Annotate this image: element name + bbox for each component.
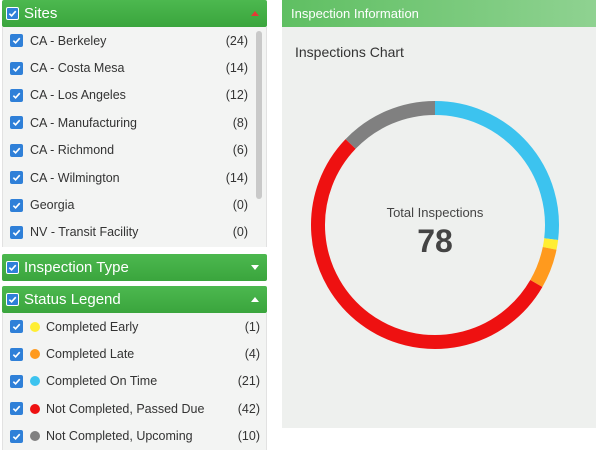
inspection-type-panel-header[interactable]: Inspection Type bbox=[2, 254, 267, 281]
site-count: (0) bbox=[232, 198, 248, 213]
donut-slice-not-completed-passed-due[interactable] bbox=[311, 139, 543, 349]
status-color-dot bbox=[30, 321, 40, 332]
filter-sidebar: Sites CA - Berkeley (24) CA - Costa Mesa (1… bbox=[0, 0, 270, 450]
sites-scrollbar[interactable] bbox=[256, 31, 262, 199]
status-legend-title: Status Legend bbox=[24, 291, 121, 308]
site-row[interactable]: CA - Richmond (6) bbox=[3, 137, 266, 164]
status-row[interactable]: Not Completed, Passed Due (42) bbox=[3, 395, 266, 422]
site-count: (14) bbox=[225, 170, 248, 185]
collapse-caret-icon[interactable] bbox=[251, 297, 259, 302]
status-count: (4) bbox=[244, 347, 260, 362]
site-checkbox[interactable] bbox=[10, 34, 23, 48]
inspection-type-title: Inspection Type bbox=[24, 259, 129, 276]
total-inspections-value: 78 bbox=[417, 223, 453, 259]
inspections-donut-chart bbox=[311, 101, 559, 349]
status-label: Completed Late bbox=[46, 347, 135, 362]
sites-title: Sites bbox=[24, 5, 58, 22]
inspection-info-panel: Inspection Information Inspections Chart… bbox=[282, 0, 596, 428]
status-count: (1) bbox=[244, 319, 260, 334]
status-row[interactable]: Completed Late (4) bbox=[3, 340, 266, 367]
site-label: CA - Richmond bbox=[30, 143, 115, 158]
status-color-dot bbox=[30, 431, 40, 442]
status-count: (10) bbox=[237, 429, 260, 444]
status-label: Completed Early bbox=[46, 319, 139, 334]
site-row[interactable]: CA - Manufacturing (8) bbox=[3, 109, 266, 136]
status-row[interactable]: Completed On Time (21) bbox=[3, 368, 266, 395]
inspection-info-header: Inspection Information bbox=[282, 0, 596, 27]
site-checkbox[interactable] bbox=[10, 171, 23, 185]
status-count: (42) bbox=[237, 401, 260, 416]
site-row[interactable]: CA - Los Angeles (12) bbox=[3, 82, 266, 109]
site-label: Georgia bbox=[30, 198, 75, 213]
site-checkbox[interactable] bbox=[10, 116, 23, 130]
site-row[interactable]: Georgia (0) bbox=[3, 191, 266, 218]
donut-slice-completed-late[interactable] bbox=[530, 246, 557, 287]
status-row[interactable]: Completed Early (1) bbox=[3, 313, 266, 340]
inspection-type-checkbox[interactable] bbox=[6, 261, 19, 274]
status-checkbox[interactable] bbox=[10, 402, 23, 416]
site-label: CA - Manufacturing bbox=[30, 115, 137, 130]
site-checkbox[interactable] bbox=[10, 88, 23, 102]
status-color-dot bbox=[30, 403, 40, 414]
status-label: Not Completed, Upcoming bbox=[46, 429, 193, 444]
site-row[interactable]: CA - Wilmington (14) bbox=[3, 164, 266, 191]
site-checkbox[interactable] bbox=[10, 225, 23, 239]
site-label: NV - Transit Facility bbox=[30, 225, 139, 240]
status-legend-checkbox[interactable] bbox=[6, 293, 19, 306]
status-label: Not Completed, Passed Due bbox=[46, 401, 205, 416]
site-count: (8) bbox=[232, 115, 248, 130]
expand-caret-icon[interactable] bbox=[251, 265, 259, 270]
site-checkbox[interactable] bbox=[10, 198, 23, 212]
sites-select-all-checkbox[interactable] bbox=[6, 7, 19, 20]
donut-slice-completed-on-time[interactable] bbox=[434, 101, 559, 240]
sites-panel-header[interactable]: Sites bbox=[2, 0, 267, 27]
site-checkbox[interactable] bbox=[10, 143, 23, 157]
site-row[interactable]: NV - Transit Facility (0) bbox=[3, 219, 266, 246]
status-count: (21) bbox=[237, 374, 260, 389]
site-count: (14) bbox=[225, 61, 248, 76]
total-inspections-label: Total Inspections bbox=[386, 205, 484, 220]
site-count: (0) bbox=[232, 225, 248, 240]
site-label: CA - Los Angeles bbox=[30, 88, 126, 103]
donut-slice-completed-early[interactable] bbox=[542, 238, 559, 250]
site-count: (24) bbox=[225, 33, 248, 48]
site-label: CA - Wilmington bbox=[30, 170, 120, 185]
sites-list: CA - Berkeley (24) CA - Costa Mesa (14) CA -… bbox=[2, 27, 267, 247]
status-checkbox[interactable] bbox=[10, 374, 23, 388]
site-row[interactable]: CA - Costa Mesa (14) bbox=[3, 54, 266, 81]
collapse-caret-icon[interactable] bbox=[251, 11, 259, 16]
chart-title: Inspections Chart bbox=[295, 44, 404, 60]
status-color-dot bbox=[30, 376, 40, 387]
status-color-dot bbox=[30, 349, 40, 360]
status-checkbox[interactable] bbox=[10, 347, 23, 361]
site-label: CA - Berkeley bbox=[30, 33, 107, 48]
status-checkbox[interactable] bbox=[10, 320, 23, 334]
site-count: (6) bbox=[232, 143, 248, 158]
status-label: Completed On Time bbox=[46, 374, 158, 389]
status-row[interactable]: Not Completed, Upcoming (10) bbox=[3, 423, 266, 450]
status-legend-panel-header[interactable]: Status Legend bbox=[2, 286, 267, 313]
donut-slice-not-completed-upcoming[interactable] bbox=[345, 101, 436, 149]
site-checkbox[interactable] bbox=[10, 61, 23, 75]
status-checkbox[interactable] bbox=[10, 429, 23, 443]
status-legend-list: Completed Early (1) Completed Late (4) Compl… bbox=[2, 313, 267, 450]
site-count: (12) bbox=[225, 88, 248, 103]
site-row[interactable]: CA - Berkeley (24) bbox=[3, 27, 266, 54]
site-label: CA - Costa Mesa bbox=[30, 61, 125, 76]
